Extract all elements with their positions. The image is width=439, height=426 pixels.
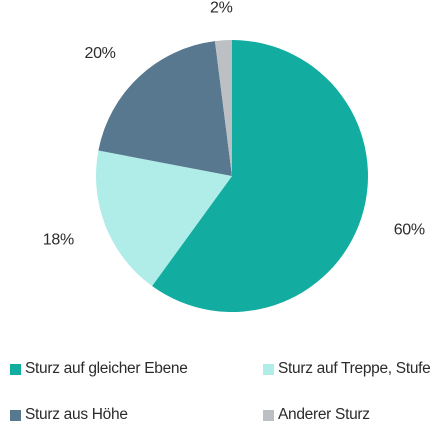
pie-slice-treppe-stufe [96,150,232,287]
pie-slice-gleicher-ebene [152,40,368,312]
pie-slice-hoehe [98,41,232,176]
pie-slice-anderer-sturz [214,39,232,176]
slice-label-2: 2% [210,0,233,16]
slice-label-18: 18% [43,232,74,249]
slice-label-20: 20% [84,45,115,62]
pie-slices [96,39,368,312]
pie-labels: 60% 18% 20% 2% [43,0,425,249]
slice-label-60: 60% [394,222,425,239]
